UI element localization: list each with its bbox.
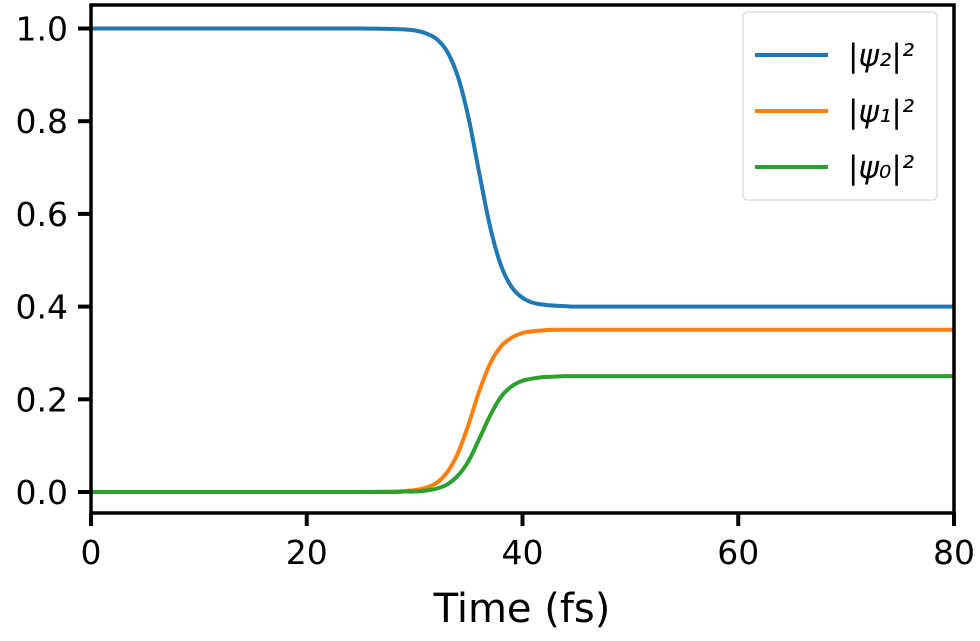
legend-label-2: |ψ₀|² xyxy=(848,150,914,186)
legend-label-1: |ψ₁|² xyxy=(848,94,914,130)
y-tick-label: 0.8 xyxy=(16,102,68,141)
legend-box xyxy=(742,11,938,201)
x-axis-label: Time (fs) xyxy=(433,586,611,632)
y-tick-label: 1.0 xyxy=(16,10,68,49)
y-tick-label: 0.4 xyxy=(16,288,68,327)
axis-ticks: 0 20 40 60 80 0.0 0.2 0.4 0.6 0.8 1.0 xyxy=(16,10,975,573)
x-tick-label: 60 xyxy=(717,533,759,572)
x-tick-label: 80 xyxy=(933,533,975,572)
y-tick-label: 0.2 xyxy=(16,380,68,419)
series-line-1 xyxy=(90,327,954,495)
plot-lines xyxy=(90,26,954,495)
x-tick-label: 20 xyxy=(286,533,328,572)
y-tick-label: 0.6 xyxy=(16,195,68,234)
series-line-2 xyxy=(90,374,954,495)
legend: |ψ₂|² |ψ₁|² |ψ₀|² xyxy=(742,11,938,201)
x-tick-label: 40 xyxy=(502,533,544,572)
x-tick-label: 0 xyxy=(81,533,102,572)
legend-label-0: |ψ₂|² xyxy=(848,38,914,74)
series-line-0 xyxy=(91,26,954,309)
y-tick-label: 0.0 xyxy=(16,473,68,512)
